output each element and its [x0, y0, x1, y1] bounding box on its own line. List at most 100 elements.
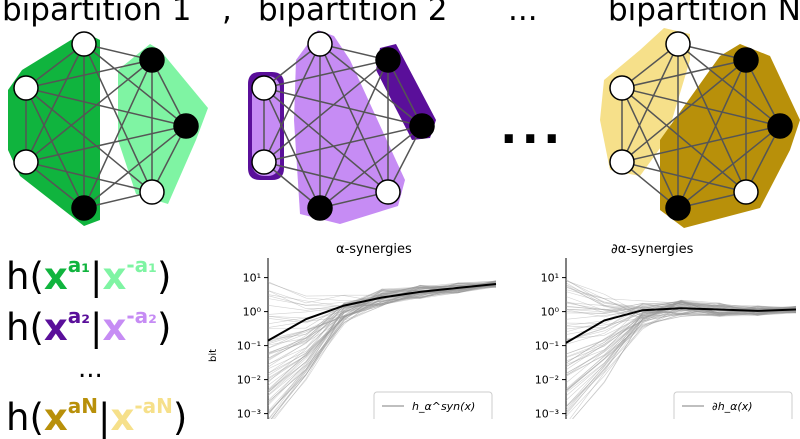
equation-a2: h(xa₂|x-a₂) — [6, 303, 172, 349]
equation-aN-x: x — [43, 396, 68, 439]
node-1-1 — [71, 31, 97, 57]
chart-2-trace — [565, 307, 797, 392]
chart-1-trace — [267, 281, 497, 413]
chart-2-trace — [565, 304, 797, 355]
chart-1-traces — [267, 280, 497, 419]
chart-2-trace — [565, 303, 797, 358]
chart-2-trace — [565, 287, 797, 314]
header-comma: , — [222, 0, 232, 28]
chart-1-trace — [267, 285, 497, 383]
chart-2-mean-line — [565, 307, 797, 344]
chart-1-trace — [267, 281, 497, 315]
chart-2-trace — [569, 305, 797, 419]
chart-1-trace — [267, 281, 497, 393]
equation-aN-supc: -aN — [134, 393, 173, 418]
chart-1-trace — [267, 283, 497, 311]
chart-2-trace — [565, 300, 797, 333]
chart-1-ytick-label: 10⁻² — [237, 374, 261, 387]
chart-2-trace — [565, 289, 797, 317]
chart-2-trace — [565, 305, 797, 316]
equation-aN-left: h( — [6, 396, 44, 439]
chart-2-trace — [565, 304, 797, 392]
chart-1-trace — [267, 282, 497, 386]
bipartition-n-title: bipartition N — [608, 0, 800, 28]
node-n-3 — [609, 149, 635, 175]
node-n-1 — [665, 31, 691, 57]
equation-a1-sup: a₁ — [67, 252, 91, 277]
node-1-4 — [71, 195, 97, 221]
chart-1-trace — [267, 284, 497, 346]
chart-2-trace — [565, 307, 797, 391]
chart-1-trace — [267, 281, 497, 325]
chart-1-trace — [267, 281, 497, 379]
equation-a2-left: h( — [6, 306, 44, 349]
chart-2-trace — [565, 280, 797, 317]
chart-2-trace — [565, 308, 797, 345]
bipartition-2-title: bipartition 2 — [258, 0, 448, 28]
bipartition-1-title: bipartition 1 — [2, 0, 192, 28]
chart-2-trace — [565, 306, 797, 384]
chart-1-ytick-label: 10⁰ — [243, 306, 262, 319]
chart-2-trace — [565, 286, 797, 317]
chart-1-trace — [268, 282, 497, 419]
chart-1-trace — [271, 282, 497, 419]
chart-1-trace — [267, 280, 497, 376]
chart-1-trace — [267, 284, 497, 340]
chart-1-trace — [267, 285, 497, 414]
node-2-3 — [251, 149, 277, 175]
chart-1-trace — [267, 282, 497, 396]
equation-a2-right: ) — [156, 306, 172, 349]
graph-bipartition-1 — [8, 31, 208, 226]
chart-2-trace — [565, 302, 797, 317]
chart-2-trace — [565, 284, 797, 315]
chart-1-trace — [267, 280, 497, 303]
chart-1-legend — [373, 391, 493, 419]
chart-partial-alpha-synergies: 10¹ 10⁰ 10⁻¹ 10⁻² 10⁻³ ∂h_α(x) — [535, 258, 797, 419]
chart-1-trace — [270, 281, 497, 419]
node-n-4 — [665, 195, 691, 221]
chart-alpha-synergies: 10¹ 10⁰ 10⁻¹ 10⁻² 10⁻³ h_α^syn(x) — [237, 258, 497, 419]
middle-ellipsis: ... — [500, 100, 565, 154]
chart-2-ytick-label: 10¹ — [541, 272, 559, 285]
chart-2-trace — [565, 301, 797, 341]
chart-1-trace — [267, 284, 497, 310]
chart-2-title: ∂α-synergies — [611, 242, 694, 257]
chart-2-trace — [565, 306, 797, 401]
chart-2-trace — [565, 307, 797, 335]
chart-2-legend — [673, 391, 793, 419]
chart-2-trace — [565, 301, 797, 392]
chart-1-trace — [267, 281, 497, 301]
chart-1-trace — [267, 282, 497, 365]
chart-2-trace — [565, 303, 797, 324]
equation-aN-sup: aN — [67, 393, 98, 418]
chart-1-trace — [267, 286, 497, 340]
chart-1-trace — [268, 284, 497, 419]
chart-2-trace — [565, 302, 797, 364]
equation-a1: h(xa₁|x-a₁) — [6, 252, 172, 298]
chart-2-trace — [565, 306, 797, 390]
equation-a2-bar: | — [90, 306, 103, 349]
chart-1-trace — [267, 283, 497, 343]
chart-1-trace — [267, 281, 497, 405]
node-1-5 — [139, 47, 165, 73]
chart-2-trace — [565, 304, 797, 362]
chart-2-trace — [565, 306, 797, 329]
node-n-2 — [609, 75, 635, 101]
chart-1-trace — [267, 285, 497, 401]
chart-2-trace — [565, 280, 797, 316]
node-n-6 — [767, 113, 793, 139]
node-1-2 — [13, 75, 39, 101]
chart-1-trace — [267, 283, 497, 345]
chart-1-trace — [267, 282, 497, 365]
equation-a1-right: ) — [156, 255, 172, 298]
equation-a2-supc: -a₂ — [126, 303, 157, 328]
chart-2-trace — [565, 304, 797, 340]
node-2-7 — [375, 179, 401, 205]
chart-2-trace — [565, 302, 797, 368]
equation-a1-left: h( — [6, 255, 44, 298]
equation-a1-xc: x — [102, 255, 127, 298]
chart-1-trace — [267, 284, 497, 406]
chart-1-trace — [267, 285, 497, 360]
chart-1-trace — [267, 283, 497, 403]
chart-2-trace — [565, 303, 797, 330]
